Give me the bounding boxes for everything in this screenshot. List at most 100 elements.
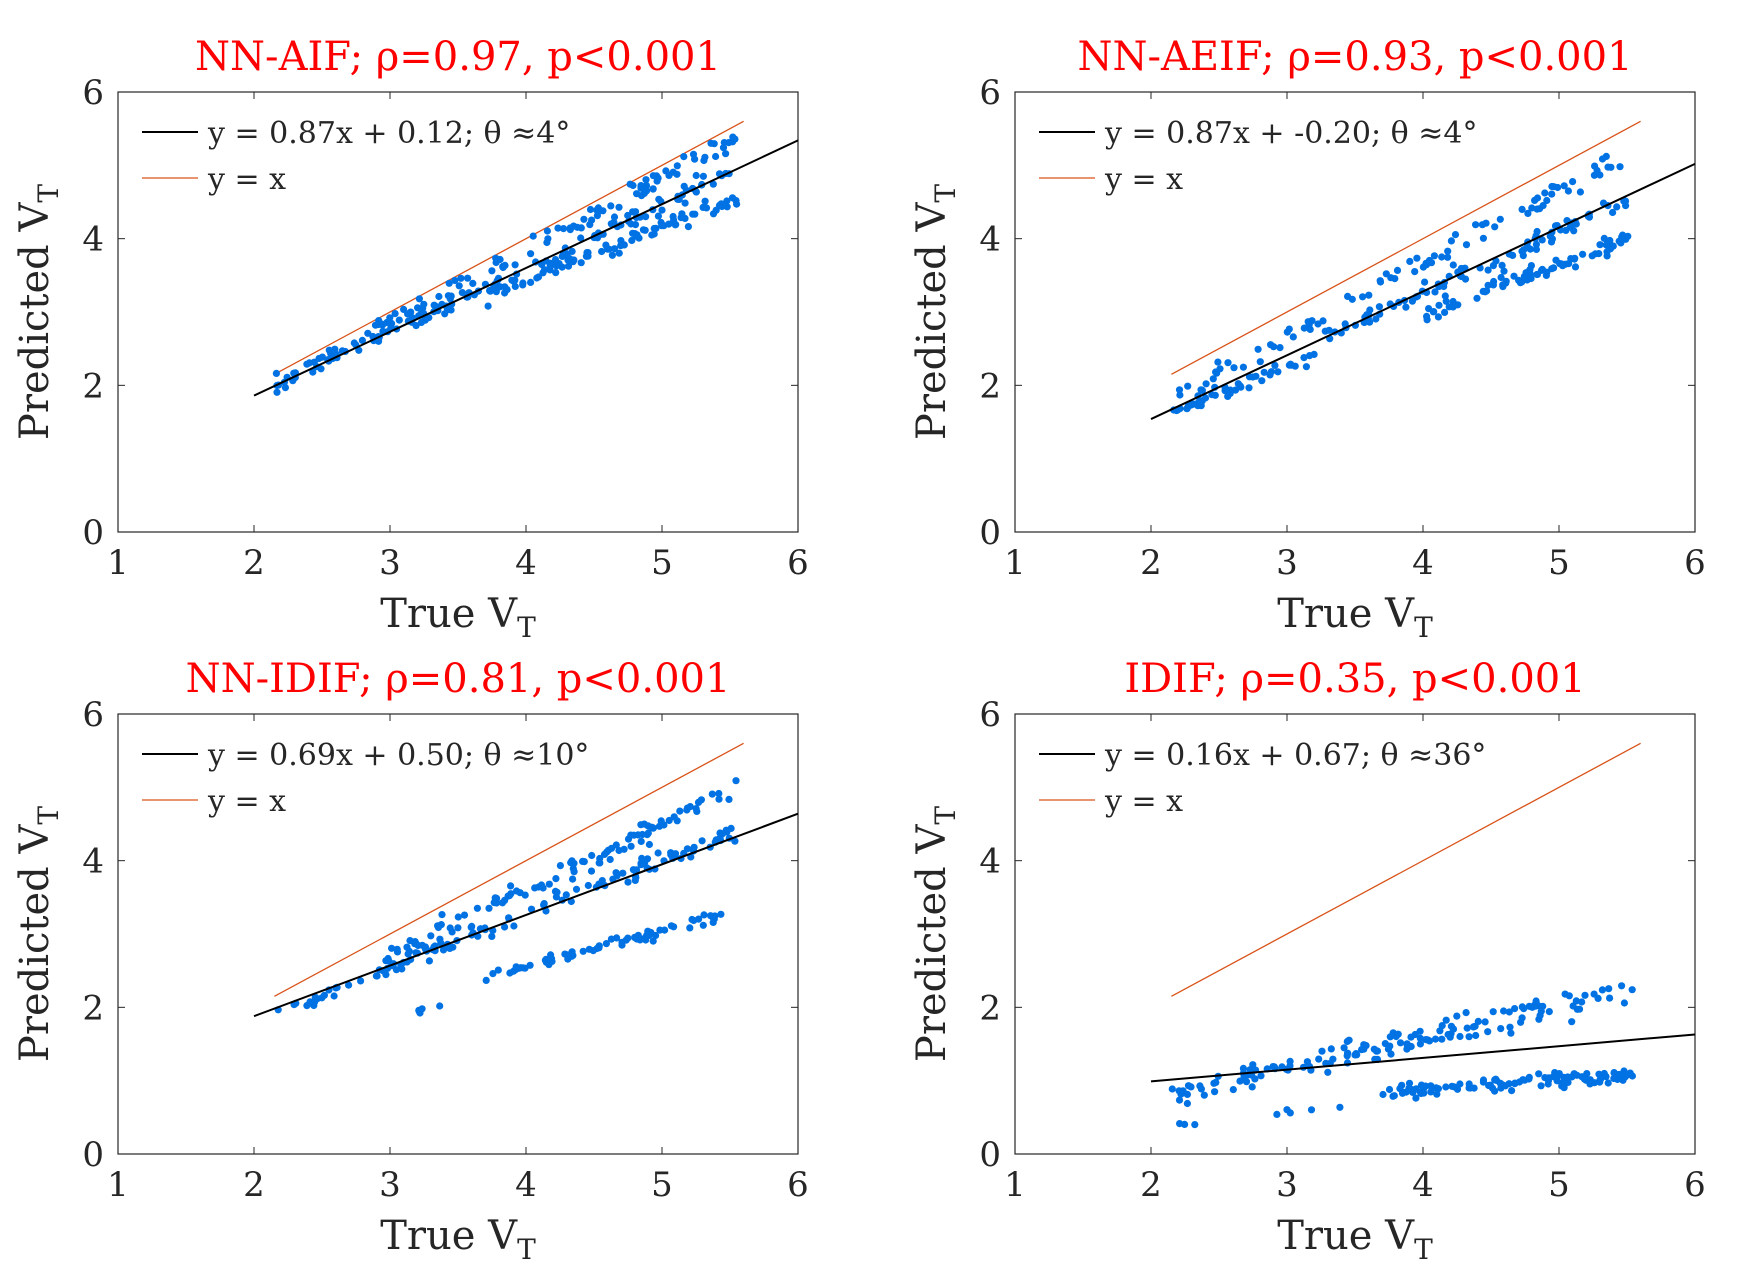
- data-point: [1183, 404, 1191, 412]
- data-point: [355, 346, 363, 354]
- x-axis-label: True VT: [380, 591, 536, 644]
- data-point: [539, 269, 547, 277]
- data-point: [1538, 236, 1546, 244]
- data-point: [1472, 1031, 1480, 1040]
- x-tick-label: 2: [1140, 543, 1162, 583]
- y-axis-label: Predicted VT: [12, 184, 65, 440]
- data-point: [391, 310, 399, 318]
- data-point: [617, 242, 625, 250]
- data-point: [1274, 368, 1282, 376]
- data-point: [441, 310, 449, 318]
- data-point: [445, 279, 453, 287]
- data-point: [1518, 278, 1526, 286]
- data-point: [699, 172, 708, 180]
- data-point: [568, 952, 576, 960]
- data-point: [527, 278, 535, 286]
- fit-line: [1150, 162, 1696, 420]
- data-point: [1548, 182, 1556, 191]
- x-tick-label: 1: [107, 543, 129, 583]
- data-point: [649, 937, 657, 945]
- data-point: [1447, 237, 1455, 245]
- data-point: [567, 859, 575, 867]
- data-point: [1578, 1073, 1586, 1081]
- data-point: [1618, 982, 1626, 990]
- data-point: [1569, 178, 1577, 186]
- data-point: [529, 232, 537, 240]
- data-point: [1254, 345, 1262, 353]
- data-point: [1438, 253, 1446, 261]
- data-point: [1537, 1082, 1545, 1090]
- data-point: [372, 972, 380, 980]
- data-point: [667, 849, 675, 857]
- data-point: [719, 144, 728, 152]
- data-point: [610, 213, 619, 221]
- data-point: [1546, 232, 1554, 240]
- data-point: [652, 931, 660, 940]
- data-point: [1560, 182, 1568, 190]
- data-point: [439, 946, 448, 954]
- data-point: [1431, 1035, 1440, 1043]
- data-point: [435, 292, 443, 301]
- data-point: [543, 227, 552, 235]
- data-point: [1597, 1075, 1605, 1083]
- data-point: [1523, 242, 1531, 251]
- data-point: [1310, 350, 1318, 358]
- data-point: [1578, 998, 1586, 1006]
- x-axis-label-subscript: T: [1414, 611, 1433, 644]
- data-point: [1370, 1045, 1378, 1053]
- data-point: [633, 190, 641, 198]
- data-point: [678, 210, 686, 218]
- x-axis-label-subscript: T: [1414, 1233, 1433, 1266]
- data-point: [1444, 247, 1452, 255]
- data-point: [552, 261, 560, 269]
- data-point: [546, 266, 554, 274]
- y-tick-label: 2: [82, 988, 104, 1028]
- data-point: [644, 822, 652, 830]
- y-tick-label: 2: [979, 366, 1001, 406]
- data-point: [683, 804, 692, 812]
- data-point: [642, 182, 651, 190]
- y-tick-label: 0: [979, 1135, 1001, 1175]
- data-point: [1168, 1085, 1176, 1093]
- data-point: [1449, 297, 1457, 306]
- data-point: [1200, 1091, 1208, 1099]
- data-point: [1564, 187, 1572, 195]
- data-point: [388, 319, 396, 328]
- subplot-4: 1 2 3 4 5 6 0 2 4 6 IDIF; ρ=0.35, p<0.001 True VT Pr…: [909, 656, 1706, 1266]
- data-point: [379, 327, 387, 335]
- data-point: [603, 848, 611, 856]
- data-point: [1236, 1077, 1244, 1085]
- data-point: [482, 976, 490, 985]
- data-point: [491, 894, 499, 902]
- data-point: [1239, 363, 1247, 371]
- data-point: [1579, 250, 1587, 258]
- x-tick-label: 2: [243, 543, 265, 583]
- legend-identity-label: y = x: [207, 784, 286, 819]
- data-point: [587, 867, 596, 875]
- data-point: [1604, 1079, 1612, 1087]
- data-point: [1531, 196, 1539, 204]
- data-point: [1210, 1079, 1218, 1087]
- data-point: [1545, 1008, 1553, 1016]
- data-point: [1390, 1092, 1398, 1100]
- data-point: [501, 261, 509, 269]
- data-point: [725, 795, 733, 804]
- data-point: [446, 295, 454, 303]
- data-point: [548, 957, 556, 966]
- data-point: [1430, 252, 1438, 260]
- data-point: [1532, 1002, 1540, 1010]
- data-point: [684, 223, 693, 231]
- data-point: [1386, 1033, 1394, 1041]
- plot-area: [117, 713, 799, 1155]
- data-point: [1463, 1024, 1471, 1032]
- data-point: [654, 849, 662, 857]
- data-point: [1605, 985, 1613, 993]
- data-point: [631, 208, 640, 216]
- data-point: [665, 171, 673, 179]
- data-point: [654, 212, 663, 220]
- legend-identity-label: y = x: [207, 162, 286, 197]
- data-point: [586, 205, 595, 214]
- data-point: [534, 273, 543, 281]
- y-tick-label: 4: [82, 842, 104, 882]
- data-point: [610, 245, 619, 253]
